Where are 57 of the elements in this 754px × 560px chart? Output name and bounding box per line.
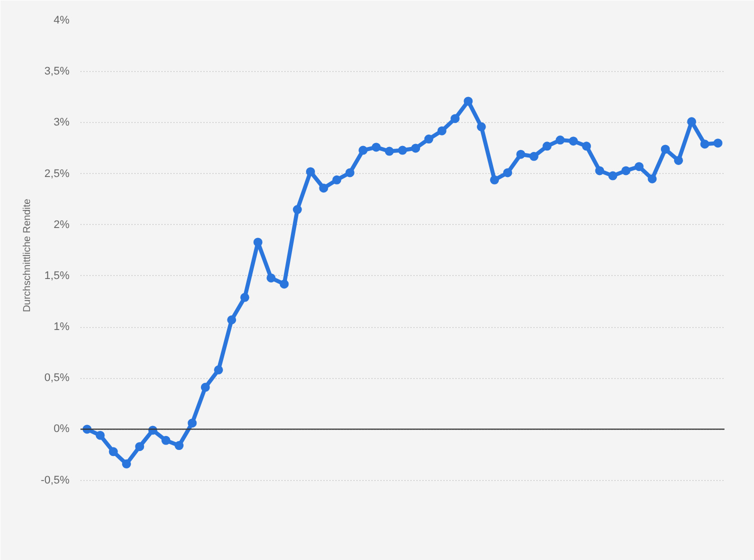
point — [582, 142, 591, 151]
y-tick-label: 0,5% — [44, 372, 70, 384]
point — [358, 146, 368, 155]
point — [713, 138, 722, 148]
point — [568, 136, 578, 146]
point — [161, 436, 170, 445]
y-tick-label: 1% — [54, 321, 70, 334]
point — [332, 175, 342, 184]
y-tick-label: 1,5% — [44, 270, 70, 282]
point — [529, 152, 538, 161]
point — [450, 114, 460, 124]
point — [135, 442, 144, 452]
point — [214, 365, 223, 374]
point — [608, 171, 618, 180]
point — [437, 126, 446, 136]
y-tick-label: 3% — [54, 116, 70, 129]
point — [556, 136, 565, 145]
point — [700, 140, 710, 149]
point — [476, 122, 486, 132]
point — [108, 447, 118, 456]
point — [253, 238, 262, 247]
point — [96, 430, 105, 440]
y-tick-label: 2% — [54, 218, 70, 231]
point — [345, 168, 354, 178]
point — [411, 144, 420, 153]
point — [240, 292, 250, 302]
y-tick-label: 2,5% — [44, 168, 70, 180]
point — [503, 168, 512, 178]
point — [227, 315, 236, 324]
point — [122, 459, 131, 468]
point — [372, 142, 381, 152]
y-tick-label: 4% — [54, 14, 70, 26]
y-tick-label: -0,5% — [40, 474, 70, 486]
point — [319, 184, 328, 193]
y-tick-label: 0% — [54, 423, 70, 436]
point — [306, 167, 315, 176]
point — [292, 205, 302, 214]
point — [660, 144, 670, 154]
point — [266, 273, 276, 282]
point — [188, 418, 197, 428]
y-axis-title: Durchschnittliche Rendite — [22, 198, 33, 312]
point — [595, 166, 604, 176]
point — [490, 175, 499, 184]
point — [280, 280, 289, 289]
point — [542, 142, 552, 151]
point — [384, 146, 394, 156]
point — [200, 382, 210, 392]
point — [634, 162, 644, 172]
point — [174, 441, 184, 450]
point — [398, 146, 407, 155]
point — [464, 96, 473, 106]
y-tick-label: 3,5% — [44, 66, 70, 78]
point — [516, 150, 526, 159]
point — [674, 156, 683, 165]
point — [648, 174, 657, 184]
point — [621, 166, 630, 176]
point — [424, 134, 434, 144]
